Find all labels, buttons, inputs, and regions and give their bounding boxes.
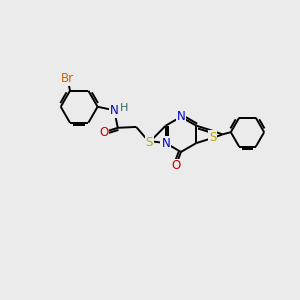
Text: Br: Br — [61, 72, 74, 85]
Text: O: O — [99, 126, 108, 139]
Text: S: S — [146, 136, 153, 149]
Text: N: N — [161, 137, 170, 150]
Text: N: N — [177, 110, 185, 123]
Text: H: H — [120, 103, 128, 112]
Text: O: O — [171, 160, 180, 172]
Text: S: S — [209, 131, 217, 144]
Text: N: N — [110, 104, 118, 117]
